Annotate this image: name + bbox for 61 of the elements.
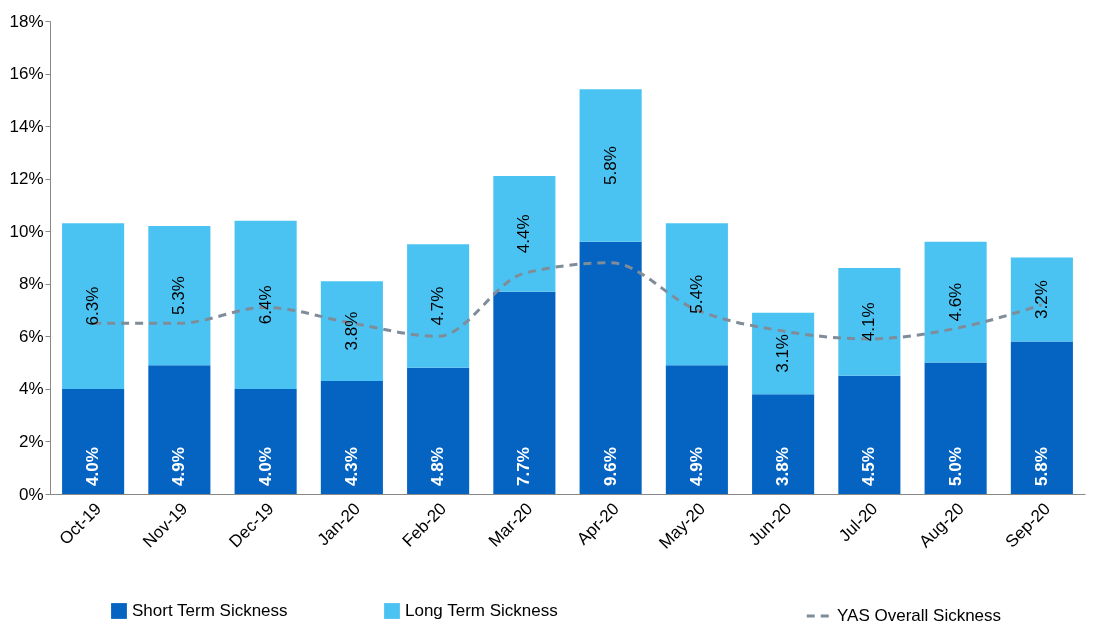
y-tick-label: 10%: [9, 221, 44, 241]
bar: [665, 223, 728, 366]
data-label: 4.4%: [514, 214, 534, 254]
bar: [234, 388, 297, 494]
y-tick-label: 18%: [9, 11, 44, 31]
bar: [1010, 341, 1073, 494]
data-label: 6.4%: [255, 285, 275, 325]
data-label: 5.8%: [1031, 447, 1051, 486]
bar: [493, 176, 556, 292]
bar: [752, 312, 815, 395]
data-label: 7.7%: [514, 447, 534, 486]
bar: [320, 381, 383, 494]
legend-label: YAS Overall Sickness: [837, 606, 1002, 625]
bar: [148, 225, 211, 366]
bar: [407, 244, 470, 368]
bar: [665, 365, 728, 494]
data-label: 5.3%: [169, 276, 189, 315]
bar: [1010, 257, 1073, 342]
bar: [493, 291, 556, 494]
bar: [924, 362, 987, 494]
bar: [62, 388, 125, 494]
data-label: 4.9%: [169, 447, 189, 486]
data-label: 4.9%: [686, 447, 706, 486]
data-label: 4.7%: [428, 286, 448, 326]
y-tick-label: 8%: [18, 274, 44, 294]
data-label: 4.8%: [428, 447, 448, 486]
data-label: 5.0%: [945, 447, 965, 486]
bar: [838, 268, 901, 376]
y-tick-label: 0%: [18, 484, 44, 504]
y-tick-label: 16%: [9, 64, 44, 84]
bar: [234, 220, 297, 389]
data-label: 4.3%: [341, 447, 361, 486]
data-label: 4.6%: [945, 282, 965, 322]
y-tick-label: 2%: [18, 431, 44, 451]
y-tick-label: 4%: [18, 379, 44, 399]
y-tick-label: 6%: [18, 326, 44, 346]
bar: [579, 89, 642, 242]
y-tick-label: 14%: [9, 116, 44, 136]
data-label: 5.4%: [686, 274, 706, 314]
data-label: 5.8%: [600, 146, 620, 185]
bar: [320, 281, 383, 382]
bar: [148, 365, 211, 494]
bar: [924, 241, 987, 363]
data-label: 4.0%: [83, 447, 103, 486]
data-label: 3.8%: [341, 311, 361, 351]
bar: [579, 241, 642, 494]
legend-label: Short Term Sickness: [132, 601, 288, 620]
data-label: 3.8%: [773, 447, 793, 486]
data-label: 4.5%: [859, 447, 879, 486]
bar: [407, 367, 470, 494]
data-label: 6.3%: [83, 286, 103, 326]
bar: [838, 375, 901, 494]
y-tick-label: 12%: [9, 169, 44, 189]
data-label: 9.6%: [600, 447, 620, 486]
data-label: 4.0%: [255, 447, 275, 486]
bar: [62, 223, 125, 389]
bar: [752, 394, 815, 494]
data-label: 3.2%: [1031, 280, 1051, 319]
legend-label: Long Term Sickness: [405, 601, 558, 620]
data-label: 4.1%: [859, 302, 879, 342]
data-label: 3.1%: [773, 334, 793, 373]
